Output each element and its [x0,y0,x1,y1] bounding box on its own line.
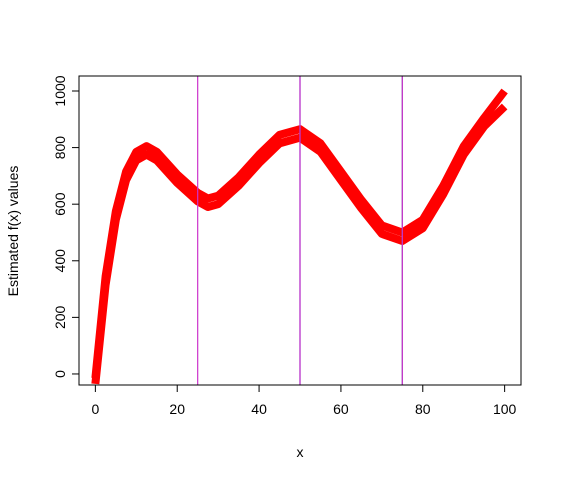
x-tick-label: 0 [91,401,99,417]
y-tick-label: 400 [52,249,68,273]
y-tick-label: 0 [52,370,68,378]
x-tick-label: 40 [251,401,267,417]
x-tick-label: 100 [493,401,517,417]
x-tick-label: 60 [333,401,349,417]
x-tick-label: 20 [169,401,185,417]
curve [91,88,508,379]
y-tick-label: 200 [52,305,68,329]
y-axis-label: Estimated f(x) values [5,166,21,297]
y-tick-label: 600 [52,192,68,216]
plot-frame [78,75,522,386]
y-tick-label: 800 [52,136,68,160]
x-tick-label: 80 [415,401,431,417]
x-axis-label: x [297,444,304,460]
y-tick-label: 1000 [52,75,68,106]
